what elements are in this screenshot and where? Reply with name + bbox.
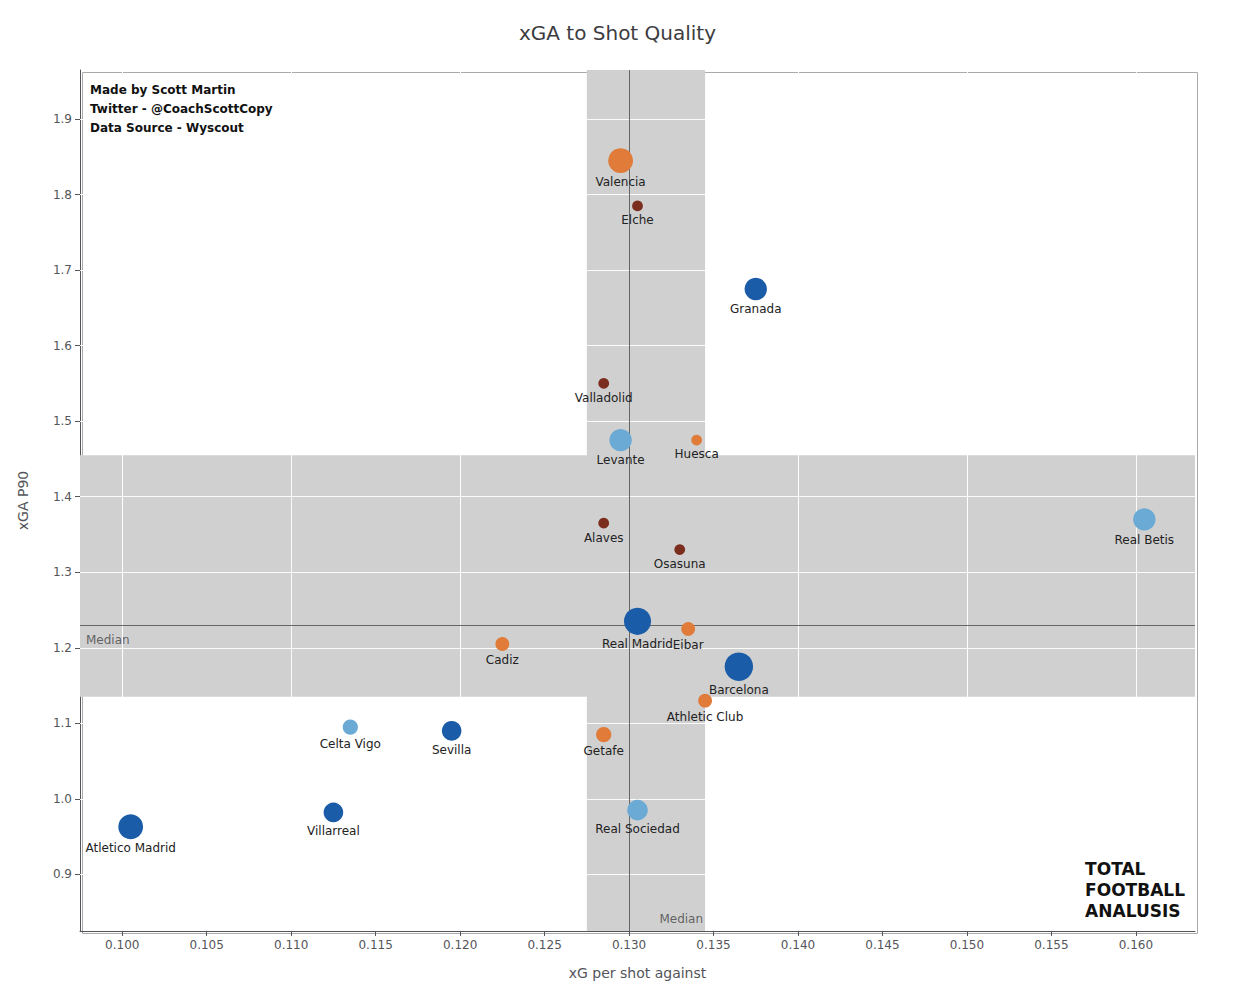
svg-text:Levante: Levante (597, 453, 645, 467)
svg-text:1.5: 1.5 (53, 414, 72, 428)
svg-text:0.135: 0.135 (696, 938, 730, 952)
svg-text:Athletic Club: Athletic Club (667, 710, 743, 724)
svg-text:Cadiz: Cadiz (486, 653, 519, 667)
svg-text:0.115: 0.115 (358, 938, 392, 952)
svg-text:0.105: 0.105 (190, 938, 224, 952)
svg-text:0.145: 0.145 (865, 938, 899, 952)
svg-text:1.6: 1.6 (53, 339, 72, 353)
svg-text:xGA P90: xGA P90 (15, 471, 31, 530)
svg-text:0.9: 0.9 (53, 867, 72, 881)
svg-text:ANALUSIS: ANALUSIS (1085, 901, 1180, 921)
svg-text:xG per shot against: xG per shot against (569, 965, 707, 981)
svg-text:0.110: 0.110 (274, 938, 308, 952)
svg-text:Real Madrid: Real Madrid (602, 637, 673, 651)
svg-text:Median: Median (659, 912, 703, 926)
svg-text:Data Source - Wyscout: Data Source - Wyscout (90, 121, 244, 135)
svg-text:Huesca: Huesca (675, 447, 719, 461)
svg-text:1.0: 1.0 (53, 792, 72, 806)
svg-text:1.3: 1.3 (53, 565, 72, 579)
svg-text:Real Sociedad: Real Sociedad (595, 822, 680, 836)
svg-text:0.150: 0.150 (950, 938, 984, 952)
svg-text:1.1: 1.1 (53, 716, 72, 730)
svg-text:Sevilla: Sevilla (432, 743, 471, 757)
svg-text:Valladolid: Valladolid (575, 391, 633, 405)
svg-text:1.8: 1.8 (53, 188, 72, 202)
svg-text:0.160: 0.160 (1119, 938, 1153, 952)
svg-text:Made by Scott Martin: Made by Scott Martin (90, 83, 236, 97)
svg-text:Alaves: Alaves (584, 531, 624, 545)
svg-text:Valencia: Valencia (595, 175, 645, 189)
svg-text:Atletico Madrid: Atletico Madrid (85, 841, 175, 855)
svg-text:Getafe: Getafe (584, 744, 624, 758)
svg-text:Elche: Elche (621, 213, 654, 227)
svg-text:Median: Median (86, 633, 130, 647)
svg-text:0.130: 0.130 (612, 938, 646, 952)
svg-text:TOTAL: TOTAL (1085, 859, 1145, 879)
svg-text:0.100: 0.100 (105, 938, 139, 952)
svg-text:1.4: 1.4 (53, 490, 72, 504)
svg-text:0.140: 0.140 (781, 938, 815, 952)
svg-text:0.155: 0.155 (1034, 938, 1068, 952)
svg-text:Real Betis: Real Betis (1115, 533, 1175, 547)
svg-text:xGA to Shot Quality: xGA to Shot Quality (519, 21, 716, 45)
svg-text:Barcelona: Barcelona (709, 683, 769, 697)
svg-text:Twitter - @CoachScottCopy: Twitter - @CoachScottCopy (90, 102, 273, 116)
svg-text:Granada: Granada (730, 302, 782, 316)
svg-text:Osasuna: Osasuna (654, 557, 706, 571)
svg-text:0.120: 0.120 (443, 938, 477, 952)
svg-text:0.125: 0.125 (527, 938, 561, 952)
svg-text:Celta Vigo: Celta Vigo (320, 737, 381, 751)
svg-text:1.7: 1.7 (53, 263, 72, 277)
svg-text:1.9: 1.9 (53, 112, 72, 126)
svg-text:1.2: 1.2 (53, 641, 72, 655)
svg-text:FOOTBALL: FOOTBALL (1085, 880, 1185, 900)
svg-text:Villarreal: Villarreal (307, 824, 360, 838)
svg-text:Eibar: Eibar (673, 638, 704, 652)
